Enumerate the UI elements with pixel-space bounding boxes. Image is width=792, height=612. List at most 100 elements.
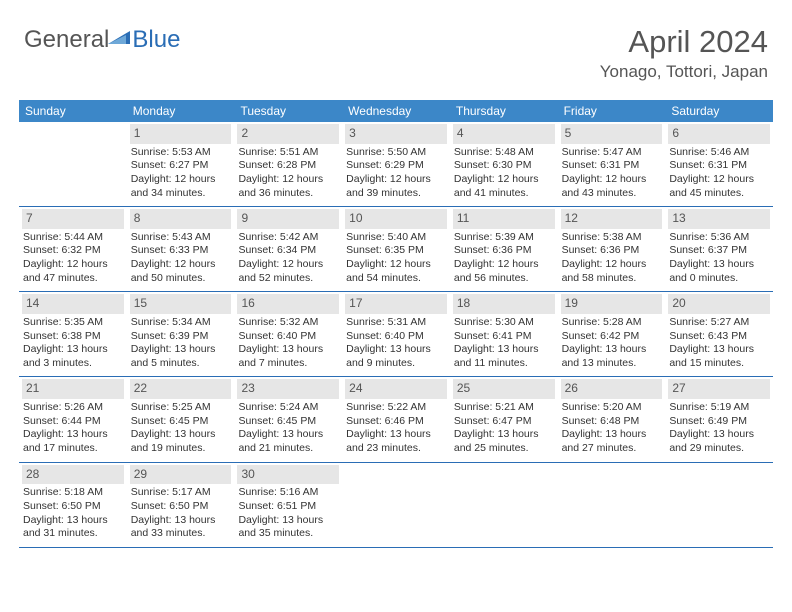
day-cell: 14Sunrise: 5:35 AMSunset: 6:38 PMDayligh… (19, 292, 127, 376)
sunset-text: Sunset: 6:34 PM (238, 244, 339, 258)
daylight-text: Daylight: 12 hours and 54 minutes. (346, 258, 447, 285)
logo-text-blue: Blue (132, 26, 180, 54)
sunrise-text: Sunrise: 5:31 AM (346, 316, 447, 330)
sunset-text: Sunset: 6:40 PM (346, 330, 447, 344)
day-cell: 27Sunrise: 5:19 AMSunset: 6:49 PMDayligh… (665, 377, 773, 461)
daylight-text: Daylight: 13 hours and 27 minutes. (562, 428, 663, 455)
day-info: Sunrise: 5:21 AMSunset: 6:47 PMDaylight:… (453, 401, 555, 456)
day-cell: 19Sunrise: 5:28 AMSunset: 6:42 PMDayligh… (558, 292, 666, 376)
sunrise-text: Sunrise: 5:16 AM (238, 486, 339, 500)
day-cell (558, 463, 666, 547)
day-cell: 13Sunrise: 5:36 AMSunset: 6:37 PMDayligh… (665, 207, 773, 291)
sunrise-text: Sunrise: 5:24 AM (238, 401, 339, 415)
sunset-text: Sunset: 6:40 PM (238, 330, 339, 344)
sunset-text: Sunset: 6:50 PM (131, 500, 232, 514)
sunrise-text: Sunrise: 5:20 AM (562, 401, 663, 415)
week-row: 14Sunrise: 5:35 AMSunset: 6:38 PMDayligh… (19, 292, 773, 377)
day-cell: 17 Sunrise: 5:31 AMSunset: 6:40 PMDayligh… (342, 292, 450, 376)
day-info: Sunrise: 5:38 AMSunset: 6:36 PMDaylight:… (561, 231, 663, 286)
day-cell: 7Sunrise: 5:44 AMSunset: 6:32 PMDaylight… (19, 207, 127, 291)
daylight-text: Daylight: 13 hours and 0 minutes. (669, 258, 770, 285)
day-number: 20 (668, 294, 770, 314)
day-number: 2 (237, 124, 339, 144)
daylight-text: Daylight: 12 hours and 47 minutes. (23, 258, 124, 285)
sunset-text: Sunset: 6:31 PM (562, 159, 663, 173)
day-number: 9 (237, 209, 339, 229)
week-row: 21Sunrise: 5:26 AMSunset: 6:44 PMDayligh… (19, 377, 773, 462)
day-cell (19, 122, 127, 206)
day-info: Sunrise: 5:20 AMSunset: 6:48 PMDaylight:… (561, 401, 663, 456)
daylight-text: Daylight: 13 hours and 7 minutes. (238, 343, 339, 370)
sunset-text: Sunset: 6:36 PM (454, 244, 555, 258)
sunset-text: Sunset: 6:35 PM (346, 244, 447, 258)
sunrise-text: Sunrise: 5:27 AM (669, 316, 770, 330)
sunset-text: Sunset: 6:41 PM (454, 330, 555, 344)
daylight-text: Daylight: 13 hours and 15 minutes. (669, 343, 770, 370)
day-cell: 5Sunrise: 5:47 AMSunset: 6:31 PMDaylight… (558, 122, 666, 206)
day-cell: 6Sunrise: 5:46 AMSunset: 6:31 PMDaylight… (665, 122, 773, 206)
day-info: Sunrise: 5:43 AMSunset: 6:33 PMDaylight:… (130, 231, 232, 286)
sunrise-text: Sunrise: 5:48 AM (454, 146, 555, 160)
day-number: 17 (345, 294, 447, 314)
day-number: 11 (453, 209, 555, 229)
day-number: 12 (561, 209, 663, 229)
daylight-text: Daylight: 13 hours and 11 minutes. (454, 343, 555, 370)
day-info: Sunrise: 5:39 AMSunset: 6:36 PMDaylight:… (453, 231, 555, 286)
day-number: 13 (668, 209, 770, 229)
day-number: 4 (453, 124, 555, 144)
day-cell: 26Sunrise: 5:20 AMSunset: 6:48 PMDayligh… (558, 377, 666, 461)
day-number: 5 (561, 124, 663, 144)
header-saturday: Saturday (665, 100, 773, 122)
day-cell: 15Sunrise: 5:34 AMSunset: 6:39 PMDayligh… (127, 292, 235, 376)
day-cell: 20Sunrise: 5:27 AMSunset: 6:43 PMDayligh… (665, 292, 773, 376)
daylight-text: Daylight: 12 hours and 56 minutes. (454, 258, 555, 285)
day-cell: 1Sunrise: 5:53 AMSunset: 6:27 PMDaylight… (127, 122, 235, 206)
day-info: Sunrise: 5:34 AMSunset: 6:39 PMDaylight:… (130, 316, 232, 371)
day-info: Sunrise: 5:36 AMSunset: 6:37 PMDaylight:… (668, 231, 770, 286)
calendar-header-row: SundayMondayTuesdayWednesdayThursdayFrid… (19, 100, 773, 122)
sunset-text: Sunset: 6:42 PM (562, 330, 663, 344)
sunrise-text: Sunrise: 5:47 AM (562, 146, 663, 160)
day-info: Sunrise: 5:51 AMSunset: 6:28 PMDaylight:… (237, 146, 339, 201)
day-cell: 25Sunrise: 5:21 AMSunset: 6:47 PMDayligh… (450, 377, 558, 461)
sunrise-text: Sunrise: 5:53 AM (131, 146, 232, 160)
sunrise-text: Sunrise: 5:44 AM (23, 231, 124, 245)
logo: General Blue (24, 26, 180, 54)
header-tuesday: Tuesday (234, 100, 342, 122)
sunrise-text: Sunrise: 5:34 AM (131, 316, 232, 330)
daylight-text: Daylight: 12 hours and 34 minutes. (131, 173, 232, 200)
day-info: Sunrise: 5:47 AMSunset: 6:31 PMDaylight:… (561, 146, 663, 201)
week-row: 7Sunrise: 5:44 AMSunset: 6:32 PMDaylight… (19, 207, 773, 292)
sunset-text: Sunset: 6:33 PM (131, 244, 232, 258)
day-number: 28 (22, 465, 124, 485)
daylight-text: Daylight: 13 hours and 3 minutes. (23, 343, 124, 370)
day-cell: 23Sunrise: 5:24 AMSunset: 6:45 PMDayligh… (234, 377, 342, 461)
day-cell: 29Sunrise: 5:17 AMSunset: 6:50 PMDayligh… (127, 463, 235, 547)
sunrise-text: Sunrise: 5:22 AM (346, 401, 447, 415)
day-info: Sunrise: 5:19 AMSunset: 6:49 PMDaylight:… (668, 401, 770, 456)
sunrise-text: Sunrise: 5:32 AM (238, 316, 339, 330)
day-number: 6 (668, 124, 770, 144)
daylight-text: Daylight: 12 hours and 50 minutes. (131, 258, 232, 285)
daylight-text: Daylight: 13 hours and 25 minutes. (454, 428, 555, 455)
day-cell (665, 463, 773, 547)
day-cell: 18Sunrise: 5:30 AMSunset: 6:41 PMDayligh… (450, 292, 558, 376)
sunset-text: Sunset: 6:47 PM (454, 415, 555, 429)
day-number: 10 (345, 209, 447, 229)
daylight-text: Daylight: 13 hours and 17 minutes. (23, 428, 124, 455)
day-info: Sunrise: 5:18 AMSunset: 6:50 PMDaylight:… (22, 486, 124, 541)
location: Yonago, Tottori, Japan (600, 62, 768, 82)
day-info: Sunrise: 5:26 AMSunset: 6:44 PMDaylight:… (22, 401, 124, 456)
daylight-text: Daylight: 12 hours and 39 minutes. (346, 173, 447, 200)
daylight-text: Daylight: 12 hours and 58 minutes. (562, 258, 663, 285)
logo-text-general: General (24, 26, 109, 54)
day-cell: 22Sunrise: 5:25 AMSunset: 6:45 PMDayligh… (127, 377, 235, 461)
sunset-text: Sunset: 6:45 PM (238, 415, 339, 429)
day-info: Sunrise: 5:35 AMSunset: 6:38 PMDaylight:… (22, 316, 124, 371)
daylight-text: Daylight: 13 hours and 9 minutes. (346, 343, 447, 370)
sunrise-text: Sunrise: 5:42 AM (238, 231, 339, 245)
daylight-text: Daylight: 12 hours and 36 minutes. (238, 173, 339, 200)
day-cell: 12Sunrise: 5:38 AMSunset: 6:36 PMDayligh… (558, 207, 666, 291)
sunset-text: Sunset: 6:32 PM (23, 244, 124, 258)
sunset-text: Sunset: 6:51 PM (238, 500, 339, 514)
